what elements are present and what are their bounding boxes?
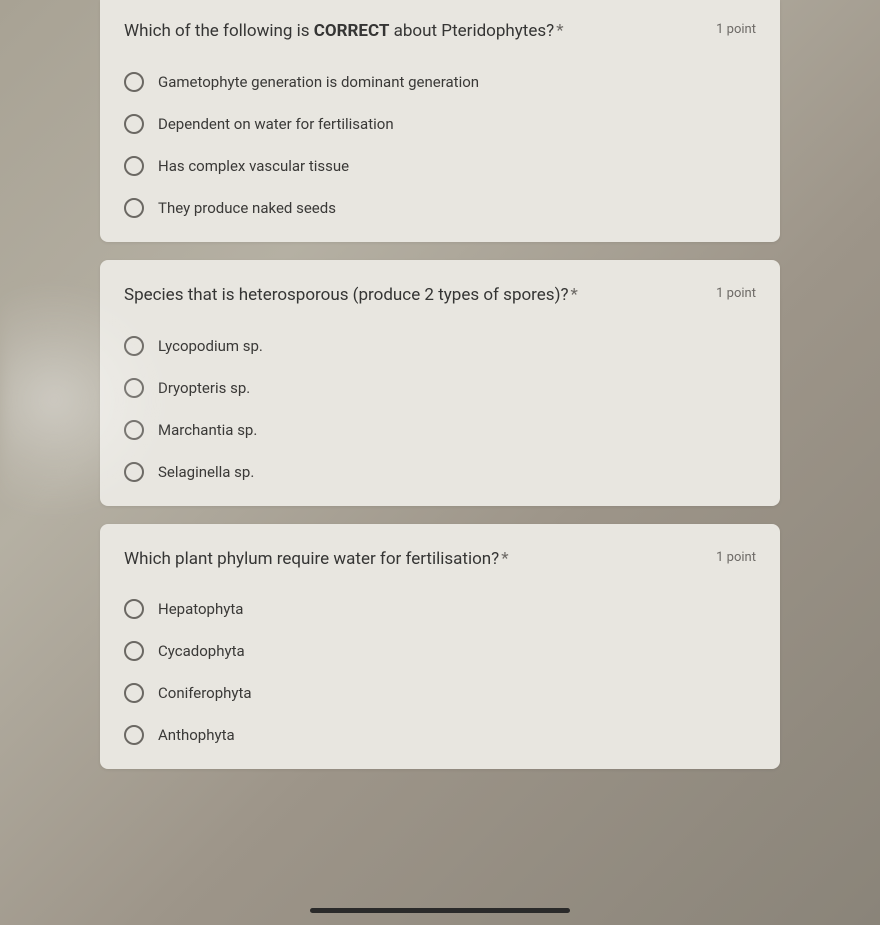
radio-icon[interactable] — [124, 641, 144, 661]
points-label: 1 point — [716, 550, 756, 565]
option-label: Marchantia sp. — [158, 421, 257, 439]
radio-icon[interactable] — [124, 156, 144, 176]
radio-icon[interactable] — [124, 599, 144, 619]
option-label: Lycopodium sp. — [158, 337, 263, 355]
option-label: Gametophyte generation is dominant gener… — [158, 73, 479, 91]
points-label: 1 point — [716, 22, 756, 37]
question-card: Which plant phylum require water for fer… — [100, 524, 780, 770]
required-asterisk: * — [501, 549, 508, 569]
question-header: Which plant phylum require water for fer… — [124, 548, 756, 572]
option-label: Anthophyta — [158, 726, 235, 744]
question-prefix: Species that is heterosporous (produce 2… — [124, 285, 569, 305]
radio-icon[interactable] — [124, 198, 144, 218]
question-header: Which of the following is CORRECT about … — [124, 20, 756, 44]
option-label: Has complex vascular tissue — [158, 157, 349, 175]
question-text: Which of the following is CORRECT about … — [124, 20, 716, 44]
question-header: Species that is heterosporous (produce 2… — [124, 284, 756, 308]
option-label: They produce naked seeds — [158, 199, 336, 217]
question-text: Species that is heterosporous (produce 2… — [124, 284, 716, 308]
option-row[interactable]: Coniferophyta — [124, 683, 756, 703]
option-label: Dryopteris sp. — [158, 379, 250, 397]
radio-icon[interactable] — [124, 72, 144, 92]
option-label: Hepatophyta — [158, 600, 243, 618]
question-bold: CORRECT — [314, 21, 390, 41]
option-row[interactable]: Anthophyta — [124, 725, 756, 745]
option-label: Coniferophyta — [158, 684, 252, 702]
options-list: Lycopodium sp. Dryopteris sp. Marchantia… — [124, 336, 756, 482]
required-asterisk: * — [556, 21, 563, 41]
option-row[interactable]: Hepatophyta — [124, 599, 756, 619]
question-card: Which of the following is CORRECT about … — [100, 0, 780, 242]
points-label: 1 point — [716, 286, 756, 301]
options-list: Gametophyte generation is dominant gener… — [124, 72, 756, 218]
question-prefix: Which plant phylum require water for fer… — [124, 549, 499, 569]
option-row[interactable]: Selaginella sp. — [124, 462, 756, 482]
option-row[interactable]: Dependent on water for fertilisation — [124, 114, 756, 134]
option-row[interactable]: Marchantia sp. — [124, 420, 756, 440]
question-text: Which plant phylum require water for fer… — [124, 548, 716, 572]
option-row[interactable]: Has complex vascular tissue — [124, 156, 756, 176]
option-row[interactable]: They produce naked seeds — [124, 198, 756, 218]
radio-icon[interactable] — [124, 462, 144, 482]
option-row[interactable]: Gametophyte generation is dominant gener… — [124, 72, 756, 92]
required-asterisk: * — [571, 285, 578, 305]
option-label: Selaginella sp. — [158, 463, 254, 481]
options-list: Hepatophyta Cycadophyta Coniferophyta An… — [124, 599, 756, 745]
option-label: Dependent on water for fertilisation — [158, 115, 394, 133]
option-row[interactable]: Cycadophyta — [124, 641, 756, 661]
question-suffix: about Pteridophytes? — [389, 21, 554, 41]
option-label: Cycadophyta — [158, 642, 245, 660]
option-row[interactable]: Dryopteris sp. — [124, 378, 756, 398]
radio-icon[interactable] — [124, 683, 144, 703]
option-row[interactable]: Lycopodium sp. — [124, 336, 756, 356]
question-card: Species that is heterosporous (produce 2… — [100, 260, 780, 506]
radio-icon[interactable] — [124, 378, 144, 398]
radio-icon[interactable] — [124, 336, 144, 356]
radio-icon[interactable] — [124, 114, 144, 134]
question-prefix: Which of the following is — [124, 21, 314, 41]
form-container: Which of the following is CORRECT about … — [100, 0, 780, 787]
radio-icon[interactable] — [124, 725, 144, 745]
home-indicator — [310, 908, 570, 913]
radio-icon[interactable] — [124, 420, 144, 440]
